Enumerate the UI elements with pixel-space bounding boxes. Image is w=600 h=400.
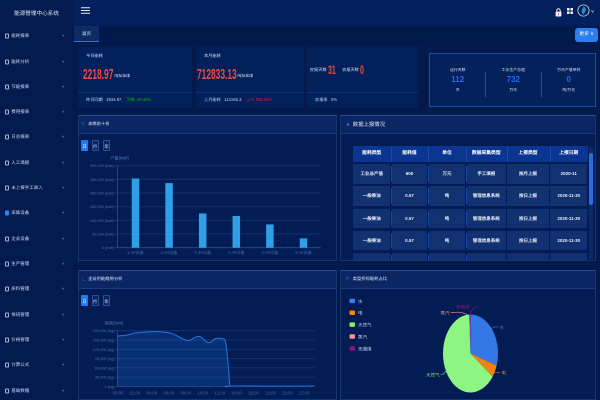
svg-text:电: 电 bbox=[502, 371, 507, 376]
svg-text:水: 水 bbox=[358, 299, 363, 304]
svg-text:16:00: 16:00 bbox=[248, 390, 259, 395]
svg-text:100,000 (kwh): 100,000 (kwh) bbox=[89, 218, 114, 223]
svg-text:04:00: 04:00 bbox=[146, 390, 157, 395]
svg-text:1-1#设备: 1-1#设备 bbox=[127, 250, 145, 255]
svg-text:0 (kg): 0 (kg) bbox=[104, 384, 115, 389]
svg-text:60,000 (kg): 60,000 (kg) bbox=[94, 365, 114, 370]
svg-text:无烟煤: 无烟煤 bbox=[358, 346, 372, 351]
svg-text:300,000 (kwh): 300,000 (kwh) bbox=[89, 163, 114, 168]
svg-text:18:00: 18:00 bbox=[265, 390, 276, 395]
svg-text:02:00: 02:00 bbox=[129, 390, 140, 395]
svg-text:天然气: 天然气 bbox=[426, 373, 440, 378]
svg-text:1-4#设备: 1-4#设备 bbox=[227, 250, 245, 255]
svg-text:08:00: 08:00 bbox=[180, 390, 191, 395]
svg-text:电: 电 bbox=[358, 311, 363, 316]
svg-text:30,000 (kg): 30,000 (kg) bbox=[94, 375, 114, 380]
svg-text:06:00: 06:00 bbox=[163, 390, 174, 395]
svg-text:2-1#设备: 2-1#设备 bbox=[295, 250, 313, 255]
svg-text:水: 水 bbox=[500, 325, 505, 330]
svg-text:蒸汽: 蒸汽 bbox=[358, 335, 367, 340]
svg-text:0 (kwh): 0 (kwh) bbox=[101, 245, 114, 250]
svg-text:22:00: 22:00 bbox=[299, 390, 310, 395]
svg-text:产量(kwh): 产量(kwh) bbox=[110, 155, 129, 160]
svg-text:10:00: 10:00 bbox=[197, 390, 208, 395]
svg-text:2-2#设备: 2-2#设备 bbox=[261, 250, 279, 255]
svg-text:1-2#设备: 1-2#设备 bbox=[160, 250, 178, 255]
svg-text:1-3#设备: 1-3#设备 bbox=[194, 250, 212, 255]
svg-text:能耗(kwh): 能耗(kwh) bbox=[104, 320, 123, 325]
svg-text:120,000 (kg): 120,000 (kg) bbox=[92, 347, 115, 352]
svg-text:50,000 (kwh): 50,000 (kwh) bbox=[92, 232, 115, 237]
svg-text:蒸汽: 蒸汽 bbox=[441, 310, 450, 315]
svg-text:12:00: 12:00 bbox=[214, 390, 225, 395]
svg-text:200,000 (kwh): 200,000 (kwh) bbox=[89, 191, 114, 196]
svg-text:90,000 (kg): 90,000 (kg) bbox=[94, 356, 114, 361]
svg-text:无烟煤: 无烟煤 bbox=[456, 305, 470, 310]
svg-text:150,000 (kg): 150,000 (kg) bbox=[92, 338, 115, 343]
svg-text:20:00: 20:00 bbox=[282, 390, 293, 395]
svg-text:00:00: 00:00 bbox=[112, 390, 123, 395]
svg-text:天然气: 天然气 bbox=[358, 323, 372, 328]
svg-text:14:00: 14:00 bbox=[231, 390, 242, 395]
svg-text:180,000 (kg): 180,000 (kg) bbox=[92, 328, 115, 333]
svg-text:150,000 (kwh): 150,000 (kwh) bbox=[89, 204, 114, 209]
svg-text:250,000 (kwh): 250,000 (kwh) bbox=[89, 177, 114, 182]
